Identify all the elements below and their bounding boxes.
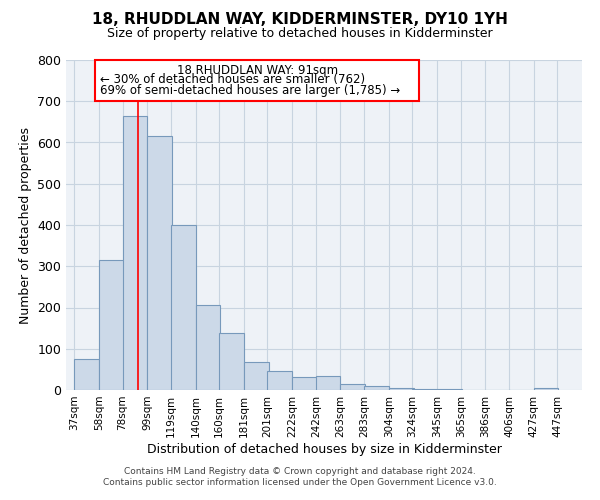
Bar xyxy=(196,306,220,390)
Bar xyxy=(340,384,365,390)
Bar xyxy=(74,359,99,390)
Text: ← 30% of detached houses are smaller (762): ← 30% of detached houses are smaller (76… xyxy=(100,73,365,86)
Text: 18 RHUDDLAN WAY: 91sqm: 18 RHUDDLAN WAY: 91sqm xyxy=(177,64,338,77)
Bar xyxy=(171,225,196,390)
FancyBboxPatch shape xyxy=(95,60,419,101)
X-axis label: Distribution of detached houses by size in Kidderminster: Distribution of detached houses by size … xyxy=(146,442,502,456)
Bar xyxy=(533,388,559,390)
Bar xyxy=(122,116,147,390)
Text: Contains public sector information licensed under the Open Government Licence v3: Contains public sector information licen… xyxy=(103,478,497,487)
Bar xyxy=(99,260,124,390)
Text: 18, RHUDDLAN WAY, KIDDERMINSTER, DY10 1YH: 18, RHUDDLAN WAY, KIDDERMINSTER, DY10 1Y… xyxy=(92,12,508,28)
Bar xyxy=(292,377,317,390)
Y-axis label: Number of detached properties: Number of detached properties xyxy=(19,126,32,324)
Bar xyxy=(364,386,389,390)
Bar xyxy=(147,136,172,390)
Bar xyxy=(316,376,340,390)
Bar xyxy=(437,389,462,390)
Bar xyxy=(389,388,413,390)
Text: 69% of semi-detached houses are larger (1,785) →: 69% of semi-detached houses are larger (… xyxy=(100,84,400,97)
Text: Size of property relative to detached houses in Kidderminster: Size of property relative to detached ho… xyxy=(107,28,493,40)
Bar xyxy=(219,333,244,390)
Bar xyxy=(244,362,269,390)
Bar xyxy=(268,372,292,390)
Text: Contains HM Land Registry data © Crown copyright and database right 2024.: Contains HM Land Registry data © Crown c… xyxy=(124,467,476,476)
Bar xyxy=(412,389,437,390)
